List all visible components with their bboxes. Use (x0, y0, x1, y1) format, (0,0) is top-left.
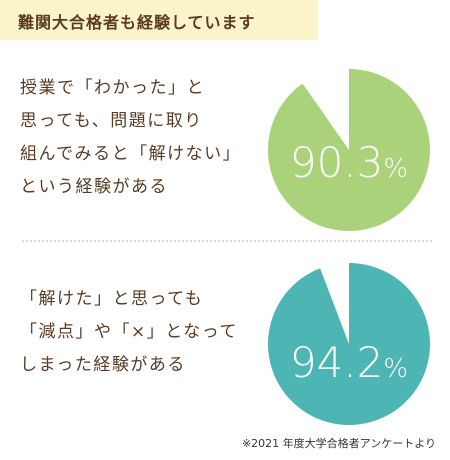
statement-1-line: 組んでみると「解けない」 (20, 144, 242, 164)
pie-value: 94.2 (290, 338, 384, 387)
statement-2-line: 「減点」や「×」となって (20, 322, 238, 342)
dotted-divider (22, 240, 432, 242)
pie-unit: % (383, 154, 408, 184)
header-banner: 難関大合格者も経験しています (0, 0, 318, 40)
statement-1-line: という経験がある (20, 177, 168, 197)
header-title: 難関大合格者も経験しています (18, 13, 256, 32)
pie-label: 90.3% (290, 138, 408, 187)
statement-2-line: 「解けた」と思っても (20, 289, 204, 309)
pie-label: 94.2% (290, 338, 408, 387)
statement-2: 「解けた」と思っても 「減点」や「×」となって しまった経験がある (20, 283, 238, 382)
statement-1-line: 思っても、問題に取り (20, 111, 203, 131)
pie-value: 90.3 (290, 138, 384, 187)
statement-1: 授業で「わかった」と 思っても、問題に取り 組んでみると「解けない」 という経験… (20, 72, 241, 204)
pie-unit: % (383, 354, 408, 384)
pie-slice-main (268, 263, 431, 425)
footnote: ※2021 年度大学合格者アンケートより (241, 437, 436, 450)
statement-2-line: しまった経験がある (20, 355, 186, 375)
pie-chart-2: 94.2% (268, 263, 431, 425)
pie-chart-1: 90.3% (267, 69, 430, 231)
pie-slice-main (267, 69, 430, 231)
statement-1-line: 授業で「わかった」と (20, 78, 205, 98)
